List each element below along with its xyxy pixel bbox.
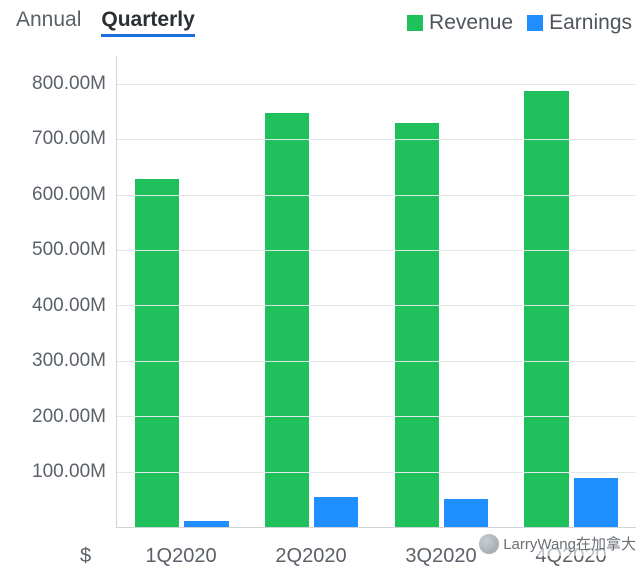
bar-earnings[interactable] xyxy=(574,478,618,527)
legend-item-earnings[interactable]: Earnings xyxy=(527,11,632,35)
y-tick-label: 300.00M xyxy=(32,350,106,372)
gridline xyxy=(117,305,636,306)
tab-quarterly[interactable]: Quarterly xyxy=(101,8,194,37)
tab-annual[interactable]: Annual xyxy=(16,8,81,37)
avatar-icon xyxy=(479,534,499,554)
bar-earnings[interactable] xyxy=(314,497,358,527)
bar-group xyxy=(377,56,507,527)
gridline xyxy=(117,84,636,85)
legend-label-earnings: Earnings xyxy=(549,11,632,35)
x-tick-label: 2Q2020 xyxy=(246,545,376,568)
legend-swatch-revenue xyxy=(407,15,423,31)
y-tick-label: 500.00M xyxy=(32,239,106,261)
plot-area xyxy=(116,56,636,528)
bar-revenue[interactable] xyxy=(265,113,309,527)
period-tabs: Annual Quarterly xyxy=(16,8,195,37)
y-tick-label: 200.00M xyxy=(32,406,106,428)
y-tick-label: 700.00M xyxy=(32,128,106,150)
bar-revenue[interactable] xyxy=(524,91,568,527)
gridline xyxy=(117,361,636,362)
y-tick-label: 800.00M xyxy=(32,73,106,95)
legend-label-revenue: Revenue xyxy=(429,11,513,35)
bar-revenue[interactable] xyxy=(135,179,179,527)
bar-group xyxy=(506,56,636,527)
bar-revenue[interactable] xyxy=(395,123,439,528)
x-tick-label: 1Q2020 xyxy=(116,545,246,568)
y-tick-label: 100.00M xyxy=(32,461,106,483)
gridline xyxy=(117,139,636,140)
bar-earnings[interactable] xyxy=(444,499,488,527)
bars-container xyxy=(117,56,636,527)
legend: Revenue Earnings xyxy=(407,11,632,35)
gridline xyxy=(117,416,636,417)
bar-group xyxy=(247,56,377,527)
chart: 100.00M 200.00M 300.00M 400.00M 500.00M 600.0… xyxy=(18,56,636,528)
y-axis-labels: 100.00M 200.00M 300.00M 400.00M 500.00M 600.0… xyxy=(18,56,110,528)
y-tick-label: 600.00M xyxy=(32,184,106,206)
gridline xyxy=(117,250,636,251)
gridline xyxy=(117,472,636,473)
watermark: LarryWang在加拿大 xyxy=(477,531,638,556)
gridline xyxy=(117,195,636,196)
legend-swatch-earnings xyxy=(527,15,543,31)
bar-group xyxy=(117,56,247,527)
bar-earnings[interactable] xyxy=(184,521,228,527)
currency-symbol: $ xyxy=(80,545,91,568)
legend-item-revenue[interactable]: Revenue xyxy=(407,11,513,35)
y-tick-label: 400.00M xyxy=(32,295,106,317)
watermark-text: LarryWang在加拿大 xyxy=(503,533,636,554)
